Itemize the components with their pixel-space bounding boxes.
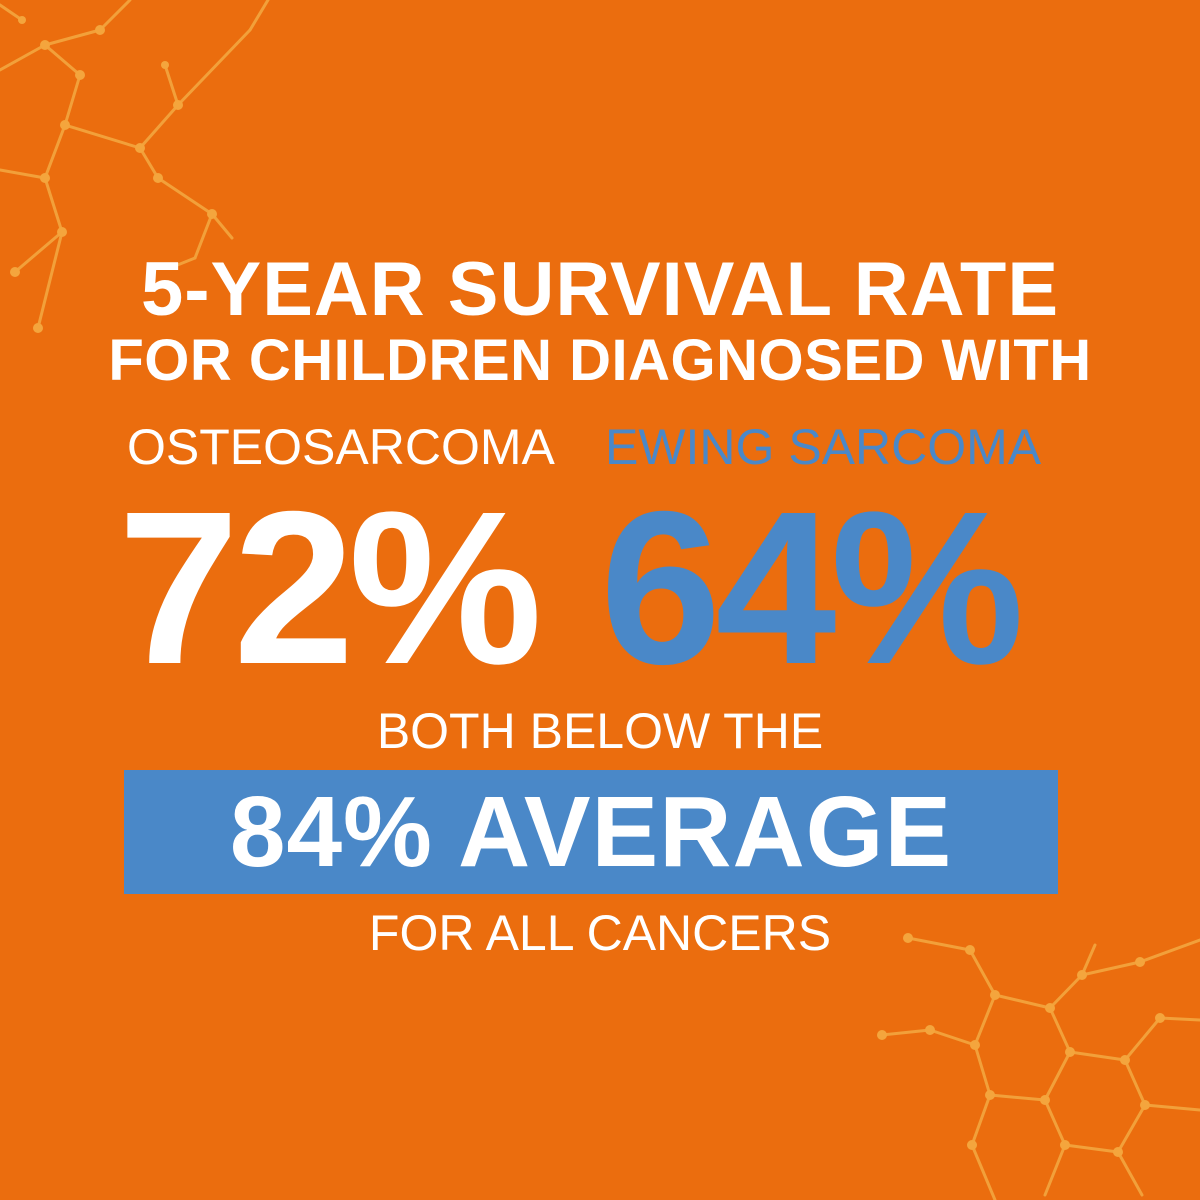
ewing-sarcoma-label: EWING SARCOMA	[605, 419, 1042, 475]
molecule-network-bottom-right	[877, 933, 1200, 1200]
average-highlight-box: 84% AVERAGE	[124, 770, 1058, 894]
osteosarcoma-label: OSTEOSARCOMA	[127, 419, 555, 475]
comparison-tail-text: FOR ALL CANCERS	[368, 905, 832, 961]
molecule-network-top-left	[0, 0, 270, 333]
ewing-sarcoma-rate: 64%	[600, 467, 1024, 710]
comparison-lead-text: BOTH BELOW THE	[376, 703, 824, 759]
headline-title: 5-YEAR SURVIVAL RATE	[140, 247, 1060, 332]
osteosarcoma-rate: 72%	[118, 467, 542, 710]
headline-subtitle: FOR CHILDREN DIAGNOSED WITH	[108, 328, 1092, 393]
average-highlight-text: 84% AVERAGE	[229, 776, 953, 888]
